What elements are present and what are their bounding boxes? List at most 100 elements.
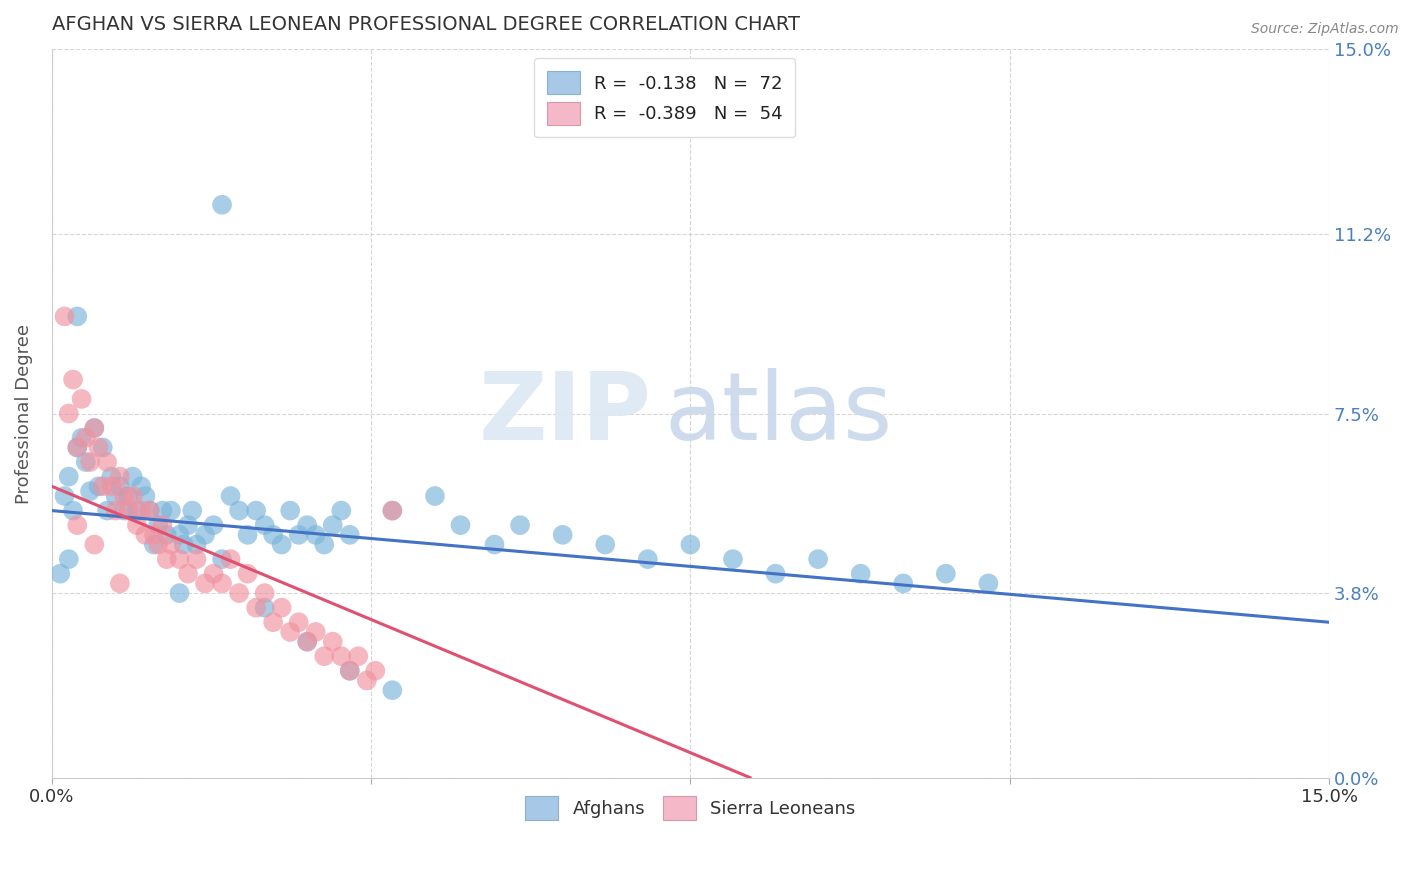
Point bbox=[593, 537, 616, 551]
Point bbox=[66, 441, 89, 455]
Point bbox=[58, 552, 80, 566]
Point bbox=[91, 441, 114, 455]
Point bbox=[173, 537, 195, 551]
Point bbox=[129, 479, 152, 493]
Point bbox=[262, 528, 284, 542]
Point bbox=[148, 537, 170, 551]
Legend: Afghans, Sierra Leoneans: Afghans, Sierra Leoneans bbox=[519, 789, 862, 827]
Point bbox=[62, 503, 84, 517]
Point bbox=[305, 528, 328, 542]
Text: AFGHAN VS SIERRA LEONEAN PROFESSIONAL DEGREE CORRELATION CHART: AFGHAN VS SIERRA LEONEAN PROFESSIONAL DE… bbox=[52, 15, 800, 34]
Point bbox=[891, 576, 914, 591]
Point bbox=[381, 683, 404, 698]
Point bbox=[79, 455, 101, 469]
Point bbox=[177, 566, 200, 581]
Point bbox=[177, 518, 200, 533]
Point bbox=[156, 552, 179, 566]
Point bbox=[347, 649, 370, 664]
Point bbox=[160, 537, 183, 551]
Point bbox=[121, 489, 143, 503]
Point bbox=[807, 552, 830, 566]
Point bbox=[70, 431, 93, 445]
Point bbox=[977, 576, 1000, 591]
Point bbox=[156, 528, 179, 542]
Point bbox=[62, 372, 84, 386]
Point bbox=[87, 441, 110, 455]
Point bbox=[142, 537, 165, 551]
Point bbox=[339, 664, 361, 678]
Point bbox=[104, 503, 127, 517]
Point bbox=[381, 503, 404, 517]
Point bbox=[96, 503, 118, 517]
Point bbox=[245, 600, 267, 615]
Point bbox=[935, 566, 957, 581]
Point bbox=[322, 634, 344, 648]
Point bbox=[330, 503, 353, 517]
Point bbox=[169, 586, 191, 600]
Text: ZIP: ZIP bbox=[479, 368, 652, 459]
Point bbox=[83, 421, 105, 435]
Point bbox=[66, 518, 89, 533]
Point bbox=[148, 518, 170, 533]
Point bbox=[330, 649, 353, 664]
Point bbox=[305, 624, 328, 639]
Point bbox=[186, 537, 208, 551]
Point bbox=[202, 518, 225, 533]
Point bbox=[104, 489, 127, 503]
Point bbox=[211, 198, 233, 212]
Point bbox=[121, 469, 143, 483]
Point bbox=[112, 489, 135, 503]
Point bbox=[49, 566, 72, 581]
Point bbox=[108, 469, 131, 483]
Point bbox=[53, 310, 76, 324]
Point bbox=[262, 615, 284, 630]
Text: atlas: atlas bbox=[665, 368, 893, 459]
Point bbox=[423, 489, 446, 503]
Point bbox=[253, 600, 276, 615]
Point bbox=[202, 566, 225, 581]
Point bbox=[125, 518, 148, 533]
Point bbox=[551, 528, 574, 542]
Point bbox=[125, 503, 148, 517]
Point bbox=[181, 503, 204, 517]
Point bbox=[138, 503, 160, 517]
Point bbox=[138, 503, 160, 517]
Point bbox=[278, 503, 301, 517]
Point bbox=[134, 489, 156, 503]
Point bbox=[83, 421, 105, 435]
Point bbox=[484, 537, 506, 551]
Point bbox=[381, 503, 404, 517]
Point bbox=[637, 552, 659, 566]
Point bbox=[314, 649, 336, 664]
Point bbox=[91, 479, 114, 493]
Point bbox=[236, 528, 259, 542]
Point bbox=[79, 484, 101, 499]
Point bbox=[236, 566, 259, 581]
Point bbox=[70, 392, 93, 406]
Point bbox=[765, 566, 787, 581]
Point bbox=[295, 634, 318, 648]
Point bbox=[75, 455, 97, 469]
Point bbox=[253, 586, 276, 600]
Text: Source: ZipAtlas.com: Source: ZipAtlas.com bbox=[1251, 22, 1399, 37]
Point bbox=[142, 528, 165, 542]
Point bbox=[228, 586, 250, 600]
Point bbox=[356, 673, 378, 688]
Point bbox=[83, 537, 105, 551]
Point bbox=[66, 310, 89, 324]
Point bbox=[108, 479, 131, 493]
Point bbox=[169, 528, 191, 542]
Point bbox=[295, 634, 318, 648]
Point bbox=[100, 469, 122, 483]
Point bbox=[270, 600, 292, 615]
Point bbox=[152, 503, 174, 517]
Point bbox=[66, 441, 89, 455]
Point bbox=[117, 503, 139, 517]
Point bbox=[721, 552, 744, 566]
Point bbox=[87, 479, 110, 493]
Point bbox=[211, 552, 233, 566]
Point bbox=[270, 537, 292, 551]
Point bbox=[509, 518, 531, 533]
Point bbox=[194, 528, 217, 542]
Point bbox=[129, 503, 152, 517]
